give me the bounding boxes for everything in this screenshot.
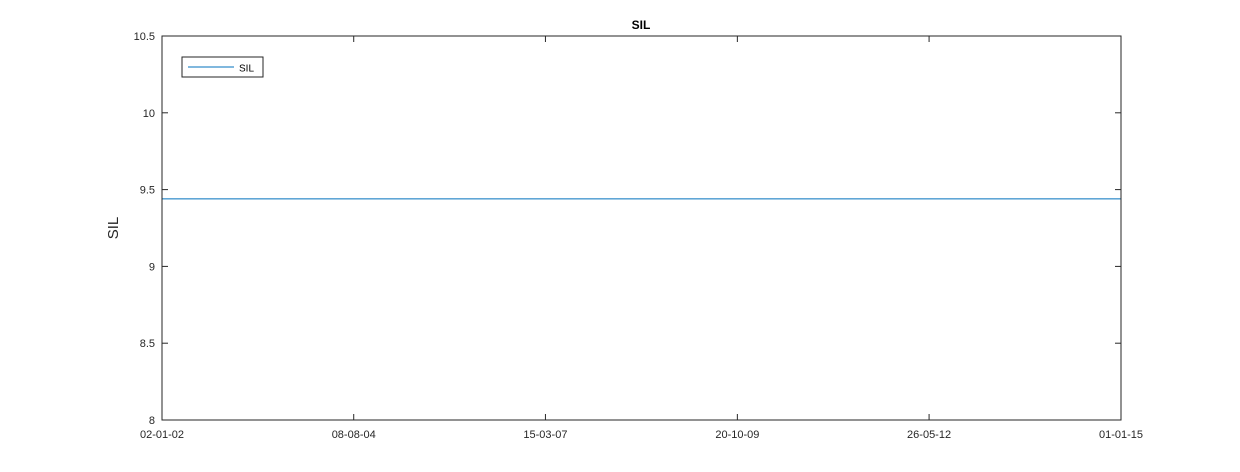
x-tick-label: 01-01-15 <box>1099 429 1143 441</box>
x-tick-label: 26-05-12 <box>907 429 951 441</box>
y-tick-labels: 8 8.5 9 9.5 10 10.5 <box>134 31 155 427</box>
y-axis-label: SIL <box>105 217 122 240</box>
x-tick-label: 02-01-02 <box>140 429 184 441</box>
legend: SIL <box>181 56 264 78</box>
x-tick-label: 20-10-09 <box>715 429 759 441</box>
y-tick-label: 9.5 <box>140 185 155 197</box>
y-tick-label: 9 <box>149 261 155 273</box>
plot-area <box>162 36 1121 420</box>
x-tick-label: 15-03-07 <box>523 429 567 441</box>
y-tick-label: 8.5 <box>140 338 155 350</box>
x-tick-label: 08-08-04 <box>332 429 376 441</box>
y-tick-label: 10.5 <box>134 31 155 43</box>
y-tick-label: 10 <box>143 108 155 120</box>
plot-frame <box>161 35 1122 421</box>
legend-entry-sil: SIL <box>239 64 254 75</box>
y-tick-label: 8 <box>149 415 155 427</box>
x-tick-labels: 02-01-02 08-08-04 15-03-07 20-10-09 26-05-12… <box>140 429 1143 441</box>
chart-title: SIL <box>632 18 651 32</box>
